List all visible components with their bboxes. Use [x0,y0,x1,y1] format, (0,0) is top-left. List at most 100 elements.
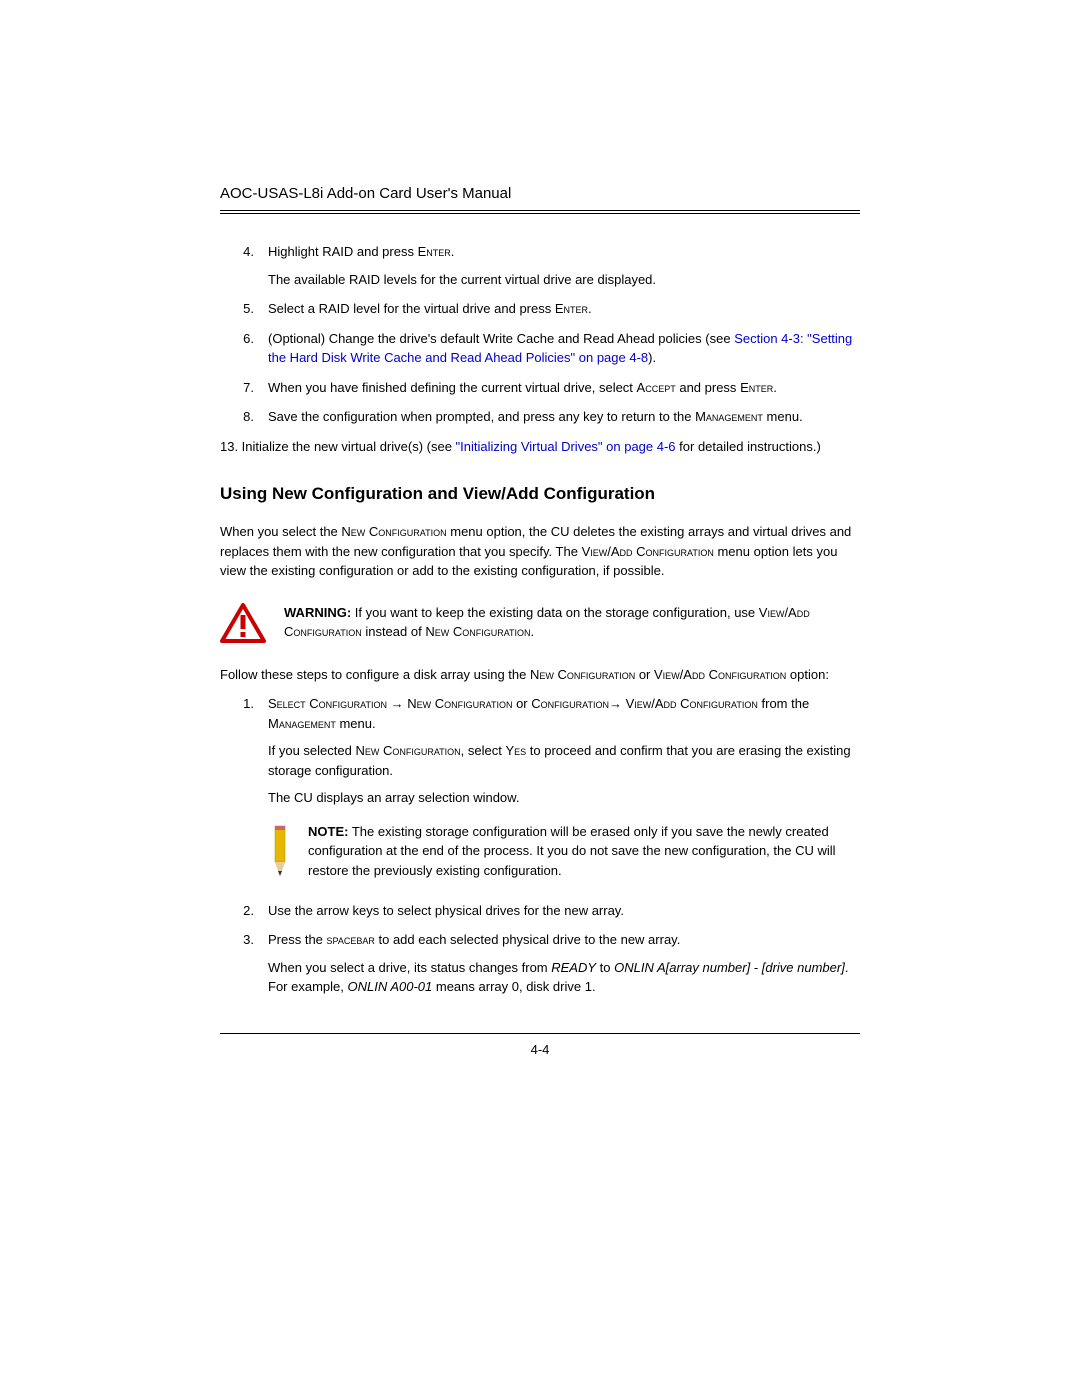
text-smallcaps: Management [695,409,763,424]
link-text[interactable]: "Initializing Virtual Drives" on page 4-… [456,439,676,454]
step-body: Save the configuration when prompted, an… [268,407,860,427]
text-smallcaps: View/Add Configuration [582,544,714,559]
step-number: 5. [220,299,268,319]
step-sub: The available RAID levels for the curren… [268,270,860,290]
text-smallcaps: View/Add Configuration [626,696,758,711]
text: When you select a drive, its status chan… [268,960,551,975]
text-italic: ONLIN A00-01 [347,979,432,994]
text: Select a RAID level for the virtual driv… [268,301,555,316]
text-italic: ONLIN A[array number] - [drive number] [614,960,845,975]
text-smallcaps: New Configuration [530,667,635,682]
text: (Optional) Change the drive's default Wr… [268,331,734,346]
text: to [596,960,614,975]
text: from the [758,696,809,711]
text: , select [461,743,506,758]
footer: 4-4 [220,1033,860,1057]
text: Press the [268,932,327,947]
text: or [635,667,654,682]
text: The existing storage configuration will … [308,824,836,878]
text-italic: READY [551,960,596,975]
text: . [531,624,535,639]
step-number: 3. [220,930,268,997]
step-number: 2. [220,901,268,921]
note-block: NOTE: The existing storage configuration… [268,822,860,883]
step-body: Select a RAID level for the virtual driv… [268,299,860,319]
text-smallcaps: Enter [740,380,773,395]
step-body: Press the spacebar to add each selected … [268,930,860,997]
text: . [588,301,592,316]
follow-paragraph: Follow these steps to configure a disk a… [220,665,860,685]
pencil-icon [268,824,298,883]
step-number: 6. [220,329,268,368]
page-number: 4-4 [531,1042,550,1057]
manual-page: AOC-USAS-L8i Add-on Card User's Manual 4… [220,185,860,1057]
page-header: AOC-USAS-L8i Add-on Card User's Manual [220,185,860,210]
step-sub: If you selected New Configuration, selec… [268,741,860,780]
step-number: 7. [220,378,268,398]
text-smallcaps: spacebar [327,932,375,947]
step-number: 4. [220,242,268,289]
step-5: 5. Select a RAID level for the virtual d… [220,299,860,319]
warning-icon [220,603,266,643]
text-smallcaps: Accept [637,380,676,395]
step-6: 6. (Optional) Change the drive's default… [220,329,860,368]
step-sub: The CU displays an array selection windo… [268,788,860,808]
step-13: 13. Initialize the new virtual drive(s) … [220,437,860,457]
text: instead of [362,624,426,639]
step-8: 8. Save the configuration when prompted,… [220,407,860,427]
text: menu. [763,409,803,424]
text: . [451,244,455,259]
text-smallcaps: New Configuration [355,743,460,758]
header-rule [220,210,860,214]
text: If you want to keep the existing data on… [351,605,759,620]
text: If you selected [268,743,355,758]
text: for detailed instructions.) [676,439,821,454]
text-smallcaps: New Configuration [407,696,512,711]
step-7: 7. When you have finished defining the c… [220,378,860,398]
text: option: [786,667,829,682]
step-body: (Optional) Change the drive's default Wr… [268,329,860,368]
text: When you have finished defining the curr… [268,380,637,395]
text-smallcaps: Management [268,716,336,731]
step-number: 8. [220,407,268,427]
text: Highlight RAID and press [268,244,418,259]
text: menu. [336,716,376,731]
text: ). [648,350,656,365]
warning-label: WARNING: [284,605,351,620]
step-sub: When you select a drive, its status chan… [268,958,860,997]
text-smallcaps: Enter [555,301,588,316]
step-body: When you have finished defining the curr… [268,378,860,398]
step-body: Highlight RAID and press Enter. The avai… [268,242,860,289]
text: and press [676,380,740,395]
text: to add each selected physical drive to t… [375,932,680,947]
step-body: Select Configuration → New Configuration… [268,694,860,808]
step-body: Use the arrow keys to select physical dr… [268,901,860,921]
warning-block: WARNING: If you want to keep the existin… [220,603,860,643]
config-step-3: 3. Press the spacebar to add each select… [220,930,860,997]
intro-paragraph: When you select the New Configuration me… [220,522,860,581]
text-smallcaps: Configuration [531,696,609,711]
text: → [609,696,626,711]
text-smallcaps: Enter [418,244,451,259]
step-4: 4. Highlight RAID and press Enter. The a… [220,242,860,289]
text-smallcaps: New Configuration [341,524,446,539]
text-smallcaps: Select Configuration [268,696,387,711]
warning-text: WARNING: If you want to keep the existin… [284,603,860,642]
text: When you select the [220,524,341,539]
text-smallcaps: Yes [505,743,526,758]
text: → [387,696,407,711]
note-text: NOTE: The existing storage configuration… [308,822,860,881]
note-label: NOTE: [308,824,348,839]
text: or [512,696,531,711]
section-heading: Using New Configuration and View/Add Con… [220,484,860,504]
text: Follow these steps to configure a disk a… [220,667,530,682]
config-step-2: 2. Use the arrow keys to select physical… [220,901,860,921]
step-number: 1. [220,694,268,808]
text: . [773,380,777,395]
config-step-1: 1. Select Configuration → New Configurat… [220,694,860,808]
text: 13. Initialize the new virtual drive(s) … [220,439,456,454]
text-smallcaps: View/Add Configuration [654,667,786,682]
text-smallcaps: New Configuration [425,624,530,639]
text: means array 0, disk drive 1. [432,979,595,994]
text: Save the configuration when prompted, an… [268,409,695,424]
